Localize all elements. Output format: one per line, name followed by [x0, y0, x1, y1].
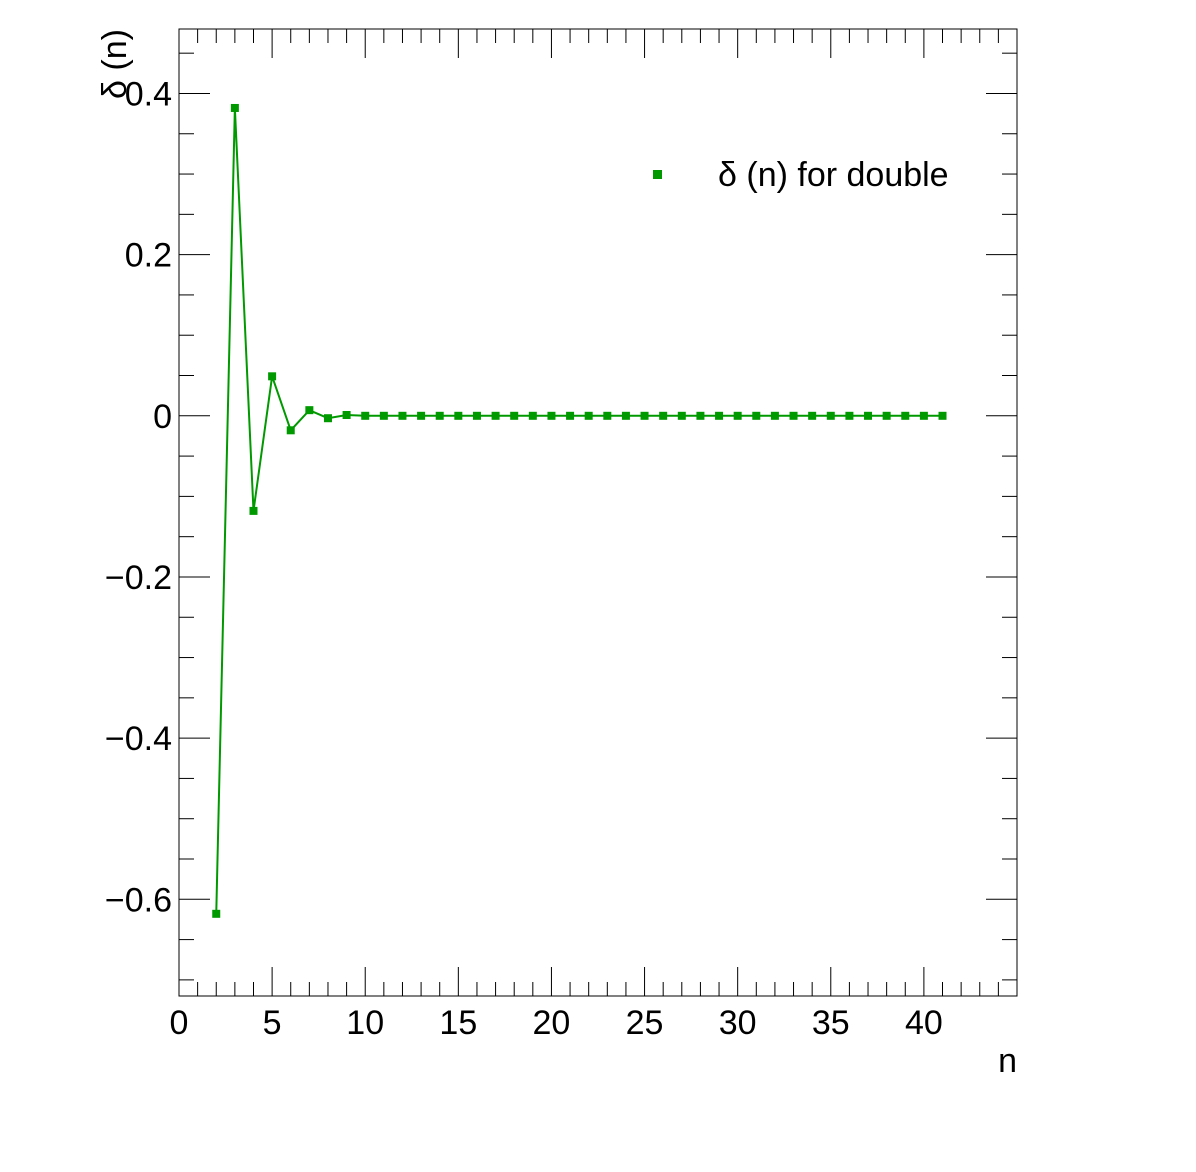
data-point: [715, 411, 724, 420]
data-point: [603, 411, 612, 420]
data-point: [454, 411, 463, 420]
data-point: [919, 411, 928, 420]
legend-label: δ (n) for double: [718, 156, 949, 194]
data-point: [808, 411, 817, 420]
data-point: [361, 411, 370, 420]
data-point: [268, 372, 277, 381]
data-point: [528, 411, 537, 420]
y-tick-label: 0.4: [125, 75, 172, 113]
x-tick-label: 30: [719, 1004, 757, 1042]
data-point: [379, 411, 388, 420]
data-point: [901, 411, 910, 420]
x-tick-label: 5: [263, 1004, 282, 1042]
data-point: [696, 411, 705, 420]
data-point: [864, 411, 873, 420]
data-point: [249, 506, 258, 515]
series-line: [215, 107, 943, 914]
data-point: [640, 411, 649, 420]
x-tick-label: 0: [170, 1004, 189, 1042]
x-tick-label: 15: [439, 1004, 477, 1042]
y-tick-label: 0: [153, 398, 172, 436]
data-point: [230, 103, 239, 112]
data-point: [342, 410, 351, 419]
data-point: [826, 411, 835, 420]
legend: δ (n) for double: [653, 156, 949, 194]
y-tick-label: −0.2: [105, 559, 172, 597]
data-point: [584, 411, 593, 420]
x-tick-label: 40: [905, 1004, 943, 1042]
data-point: [323, 414, 332, 423]
data-point: [845, 411, 854, 420]
axes: 0 5 10 15 20 25 30 35 40 −0.6 −0.4 −0.2 0 0.2 0.4: [105, 29, 1018, 1042]
x-tick-label: 10: [346, 1004, 384, 1042]
data-point: [491, 411, 500, 420]
data-point: [621, 411, 630, 420]
y-axis-label: δ (n): [96, 29, 134, 99]
x-tick-label: 25: [626, 1004, 664, 1042]
data-point: [417, 411, 426, 420]
data-point: [566, 411, 575, 420]
legend-marker: [653, 170, 662, 179]
data-point: [659, 411, 668, 420]
data-point: [789, 411, 798, 420]
data-point: [770, 411, 779, 420]
x-tick-label: 35: [812, 1004, 850, 1042]
data-point: [733, 411, 742, 420]
y-tick-label: −0.6: [105, 881, 172, 919]
data-point: [882, 411, 891, 420]
data-point: [938, 411, 947, 420]
data-point: [547, 411, 556, 420]
x-tick-label: 20: [533, 1004, 571, 1042]
series-layer: [212, 103, 947, 918]
data-point: [286, 426, 295, 435]
data-point: [752, 411, 761, 420]
data-point: [677, 411, 686, 420]
x-axis-label: n: [998, 1042, 1017, 1080]
data-point: [472, 411, 481, 420]
data-point: [435, 411, 444, 420]
plot-frame: [178, 28, 1018, 997]
data-point: [212, 909, 221, 918]
y-tick-label: −0.4: [105, 720, 172, 758]
data-point: [305, 406, 314, 415]
data-point: [398, 411, 407, 420]
data-point: [510, 411, 519, 420]
y-tick-label: 0.2: [125, 237, 172, 275]
